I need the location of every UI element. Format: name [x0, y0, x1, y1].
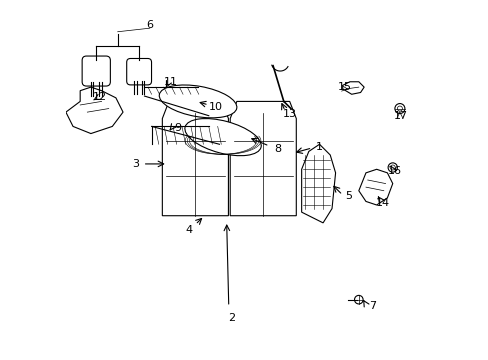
Text: 3: 3 [132, 159, 139, 169]
PathPatch shape [66, 87, 123, 134]
Text: 2: 2 [228, 312, 235, 323]
Text: 4: 4 [185, 225, 192, 235]
Text: 11: 11 [164, 77, 178, 87]
Text: 16: 16 [387, 166, 401, 176]
Circle shape [354, 296, 363, 304]
Circle shape [397, 106, 402, 111]
Text: 7: 7 [368, 301, 375, 311]
Text: 15: 15 [337, 82, 351, 92]
Circle shape [389, 165, 394, 170]
Text: 17: 17 [393, 111, 407, 121]
Ellipse shape [184, 118, 261, 156]
Circle shape [387, 163, 397, 172]
Text: 14: 14 [375, 198, 389, 208]
Text: 5: 5 [345, 191, 352, 201]
PathPatch shape [162, 102, 228, 216]
PathPatch shape [342, 82, 364, 94]
Text: 12: 12 [93, 92, 107, 102]
Text: 10: 10 [208, 102, 223, 112]
Text: 9: 9 [173, 123, 181, 133]
PathPatch shape [230, 102, 296, 216]
Text: 6: 6 [146, 19, 153, 30]
Circle shape [394, 104, 404, 113]
Text: 13: 13 [282, 109, 296, 119]
Text: 8: 8 [273, 144, 280, 154]
PathPatch shape [301, 144, 335, 223]
PathPatch shape [358, 169, 392, 205]
Ellipse shape [159, 85, 236, 118]
Text: 1: 1 [315, 142, 323, 152]
